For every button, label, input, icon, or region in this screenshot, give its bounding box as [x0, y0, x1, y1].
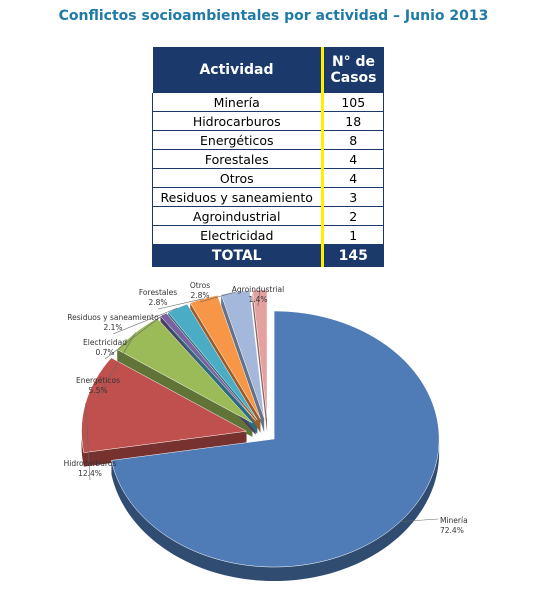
table-row: Electricidad 1 — [152, 225, 384, 245]
slice-label: Minería — [440, 516, 468, 525]
slice-side — [117, 318, 253, 437]
slice-label: Energéticos — [76, 376, 120, 385]
table-row: TOTAL 145 — [152, 244, 384, 267]
slice-label: Electricidad — [83, 338, 127, 347]
table-cell: 8 — [320, 130, 384, 150]
leader-line — [85, 403, 91, 481]
table-cell: Otros — [152, 168, 323, 188]
slice — [167, 303, 258, 421]
slice-value: 5.5% — [88, 386, 107, 395]
table-cell: Forestales — [152, 149, 323, 169]
table-cell: Electricidad — [152, 225, 323, 245]
slice — [81, 357, 248, 453]
table-row: Minería 105 — [152, 93, 384, 112]
table-row: Otros 4 — [152, 168, 384, 188]
table-cell: 2 — [320, 206, 384, 226]
slice-value: 2.1% — [103, 323, 122, 332]
leader-line — [400, 518, 439, 522]
slice-label: Forestales — [139, 288, 177, 297]
slice-value: 12.4% — [78, 469, 102, 478]
slice-value: 72.4% — [440, 526, 464, 535]
table-row: Energéticos 8 — [152, 130, 384, 150]
table: Actividad N° de Casos Minería 105 Hidrocar… — [152, 47, 384, 267]
table-cell: Agroindustrial — [152, 206, 323, 226]
leader-line — [104, 314, 164, 360]
slice-side — [252, 289, 268, 432]
table-cell: 105 — [320, 93, 384, 112]
table-cell: 145 — [320, 244, 384, 267]
slice-value: 2.8% — [190, 291, 209, 300]
table-cell: Hidrocarburos — [152, 111, 323, 131]
slice-label: Hidrocarburos — [64, 459, 117, 468]
table-cell: 4 — [320, 168, 384, 188]
slice-value: 2.8% — [148, 298, 167, 307]
leader-line — [199, 291, 236, 303]
table-row: Residuos y saneamiento 3 — [152, 187, 384, 207]
title: Conflictos socioambientales por activida… — [58, 8, 489, 24]
table-row: Agroindustrial 2 — [152, 206, 384, 226]
slice-value: 1.4% — [248, 295, 267, 304]
leader-line — [97, 332, 136, 398]
leader-line — [112, 307, 178, 335]
table-cell: Minería — [152, 93, 323, 112]
slice-label: Otros — [190, 281, 210, 290]
slice-side — [81, 357, 247, 467]
table-cell: Residuos y saneamiento — [152, 187, 323, 207]
table-cell: TOTAL — [152, 244, 323, 267]
table-cell: 18 — [320, 111, 384, 131]
table-row: Forestales 4 — [152, 149, 384, 169]
slice — [160, 312, 256, 421]
slice-label: Residuos y saneamiento — [67, 313, 159, 322]
leader-line — [157, 298, 204, 310]
table-row: Hidrocarburos 18 — [152, 111, 384, 131]
header-cell: Actividad — [152, 47, 322, 93]
table-cell: Energéticos — [152, 130, 323, 150]
leader-line — [257, 289, 261, 307]
slice-label: Agroindustrial — [232, 285, 284, 294]
header-cell: N° de Casos — [320, 47, 384, 93]
table-cell: 4 — [320, 149, 384, 169]
slice-value: 0.7% — [95, 348, 114, 357]
table-cell: 1 — [320, 225, 384, 245]
table-cell: 3 — [320, 187, 384, 207]
